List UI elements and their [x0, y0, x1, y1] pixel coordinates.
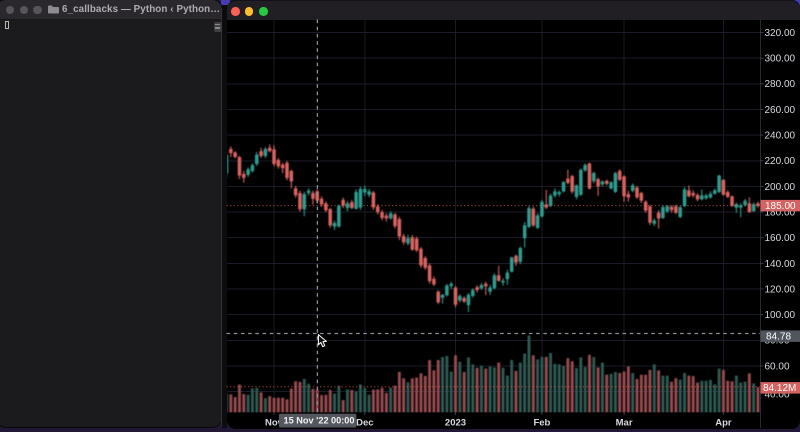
svg-text:100.00: 100.00 [765, 310, 796, 321]
svg-text:320.00: 320.00 [765, 28, 796, 39]
svg-text:60.00: 60.00 [765, 361, 790, 372]
svg-text:220.00: 220.00 [765, 156, 796, 167]
svg-text:15 Nov '22: 15 Nov '22 [284, 416, 329, 426]
svg-text:140.00: 140.00 [765, 259, 796, 270]
svg-text:240.00: 240.00 [765, 131, 796, 142]
svg-text:Dec: Dec [356, 418, 373, 429]
svg-text:185.00: 185.00 [765, 201, 796, 212]
svg-text:00:00: 00:00 [331, 416, 355, 426]
svg-text:Feb: Feb [533, 418, 550, 429]
svg-text:200.00: 200.00 [765, 182, 796, 193]
svg-text:160.00: 160.00 [765, 233, 796, 244]
svg-text:84.78: 84.78 [766, 331, 791, 342]
svg-text:84.12M: 84.12M [763, 383, 796, 394]
svg-text:40.00: 40.00 [765, 390, 790, 401]
svg-text:Nov: Nov [265, 418, 284, 429]
svg-text:300.00: 300.00 [765, 54, 796, 65]
svg-text:260.00: 260.00 [765, 105, 796, 116]
svg-text:Apr: Apr [715, 418, 732, 429]
svg-text:120.00: 120.00 [765, 284, 796, 295]
svg-text:180.00: 180.00 [765, 207, 796, 218]
svg-text:Mar: Mar [616, 418, 633, 429]
svg-text:280.00: 280.00 [765, 79, 796, 90]
svg-text:2023: 2023 [445, 418, 466, 429]
